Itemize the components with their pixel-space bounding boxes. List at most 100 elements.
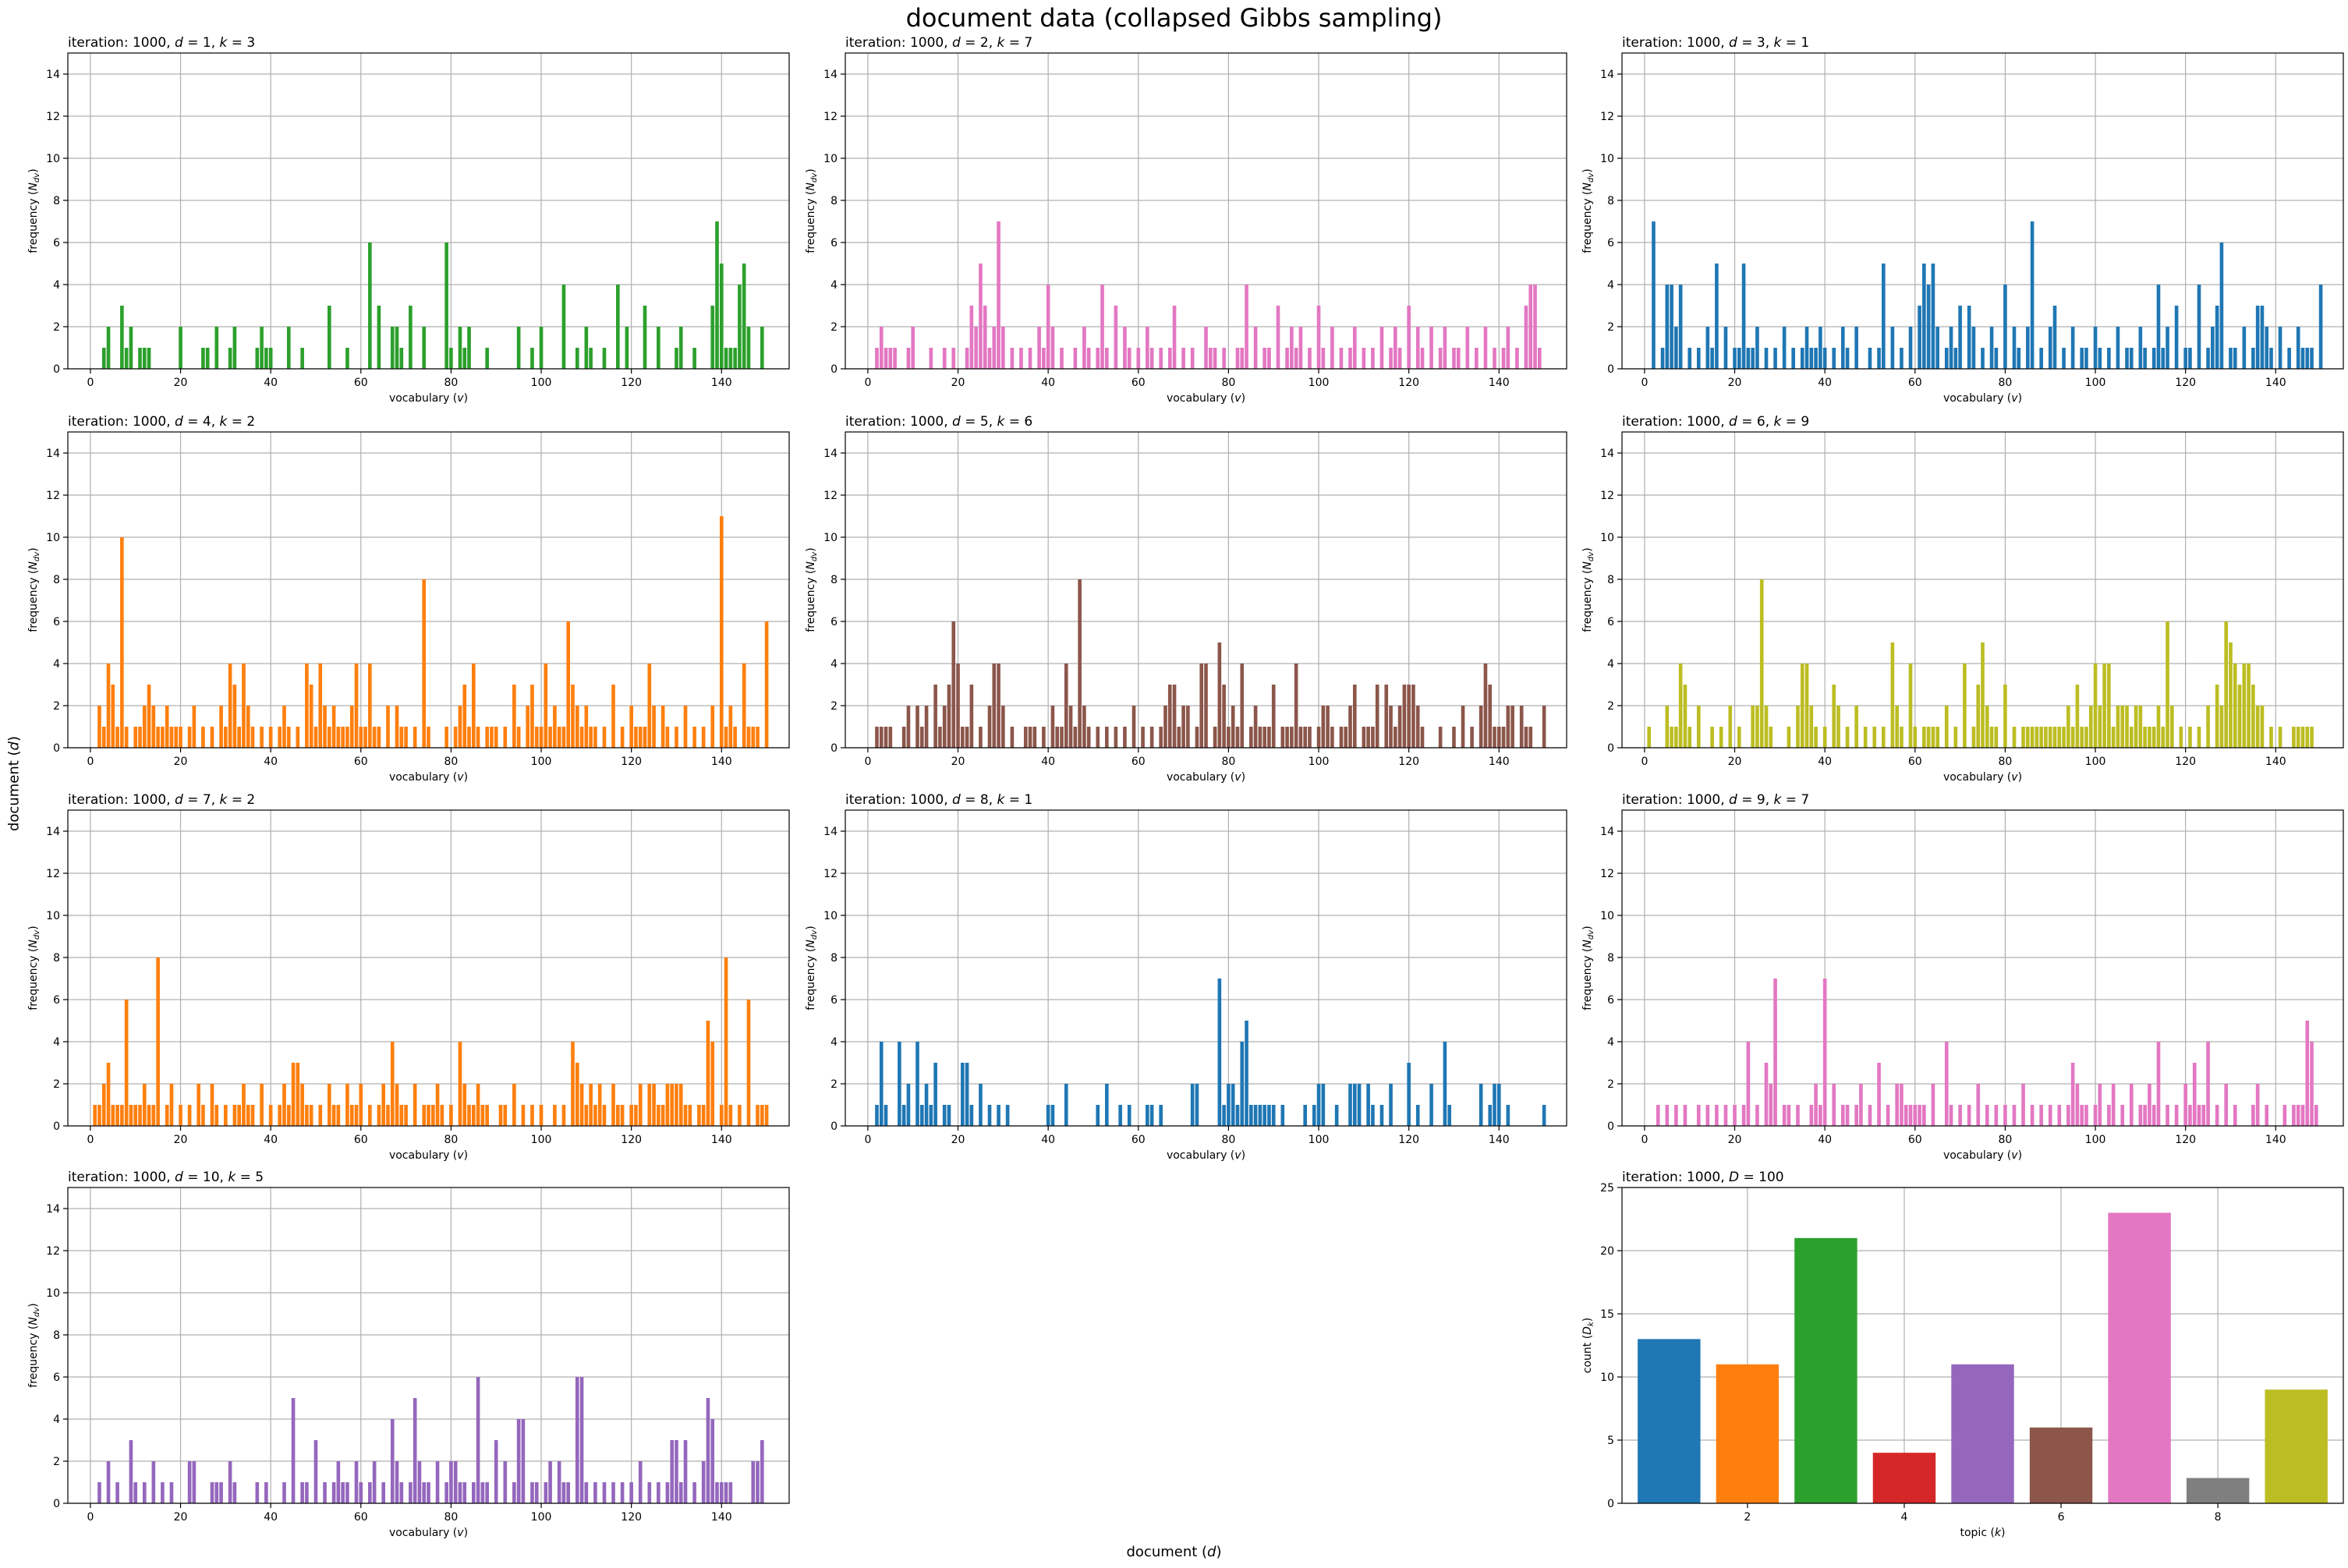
bar	[2310, 348, 2314, 369]
bar	[1208, 348, 1213, 369]
bar	[1877, 1063, 1881, 1126]
y-tick-label: 10	[46, 910, 60, 922]
bar	[924, 706, 929, 748]
bar	[1944, 348, 1949, 369]
bar	[458, 327, 462, 369]
x-tick-label: 140	[2265, 756, 2286, 768]
bar	[1836, 706, 1840, 748]
bar	[561, 285, 566, 369]
bar	[1528, 727, 1533, 748]
bar	[192, 1461, 197, 1503]
bar	[620, 1105, 625, 1126]
bar	[983, 306, 987, 369]
bar	[1082, 327, 1086, 369]
bar	[1696, 706, 1701, 748]
bar	[1240, 664, 1245, 748]
bar	[2017, 348, 2021, 369]
bar	[2093, 1105, 2098, 1126]
y-tick-label: 0	[1607, 1120, 1614, 1133]
bar	[1814, 727, 1818, 748]
bar	[1330, 327, 1334, 369]
bar	[1245, 1021, 1248, 1126]
bar	[1800, 664, 1804, 748]
x-tick-label: 40	[1818, 377, 1832, 389]
bar	[2070, 727, 2075, 748]
bar	[997, 221, 1000, 369]
bar	[331, 706, 336, 748]
bar	[1845, 727, 1850, 748]
bar	[1900, 348, 1904, 369]
bar	[1944, 706, 1949, 748]
y-tick-label: 14	[1600, 826, 1614, 838]
y-tick-label: 6	[53, 994, 60, 1007]
bar	[2134, 706, 2138, 748]
bar	[1989, 327, 1994, 369]
y-tick-label: 6	[53, 237, 60, 250]
bar	[1900, 1084, 1904, 1126]
bar	[169, 1084, 174, 1126]
bar	[1127, 1105, 1132, 1126]
x-tick-label: 140	[1489, 377, 1510, 389]
bar	[1782, 327, 1787, 369]
x-tick-label: 120	[1398, 377, 1419, 389]
bar	[1670, 727, 1673, 748]
y-tick-label: 0	[53, 1120, 60, 1133]
bar	[1190, 348, 1195, 369]
bar	[1276, 306, 1280, 369]
bar	[929, 1105, 933, 1126]
bar	[1010, 348, 1015, 369]
bar	[942, 348, 947, 369]
axes-frame	[67, 431, 790, 749]
bar	[435, 1461, 440, 1503]
bar	[1362, 348, 1366, 369]
bar	[1819, 327, 1822, 369]
bar	[151, 1461, 156, 1503]
bar	[733, 348, 737, 369]
bar	[1840, 1105, 1845, 1126]
bar	[1366, 727, 1370, 748]
bar	[1674, 727, 1678, 748]
bar	[174, 727, 179, 748]
x-tick-label: 40	[1818, 1134, 1832, 1146]
bar	[1688, 348, 1692, 369]
bar	[1411, 685, 1415, 748]
bar	[336, 727, 341, 748]
bar	[548, 1461, 552, 1503]
x-tick-label: 20	[1728, 377, 1742, 389]
bar	[911, 327, 915, 369]
bar	[1231, 706, 1235, 748]
bar	[161, 1482, 165, 1503]
bar	[746, 327, 751, 369]
bar	[1352, 327, 1357, 369]
bar	[232, 1105, 237, 1126]
bar	[719, 264, 724, 369]
y-axis-label: frequency (Ndv)	[1581, 926, 1595, 1010]
x-tick-label: 0	[87, 1134, 94, 1146]
bar	[313, 727, 318, 748]
y-tick-label: 8	[53, 1329, 60, 1342]
bar	[2030, 1105, 2035, 1126]
bar	[1922, 1105, 1926, 1126]
bar	[1371, 1105, 1375, 1126]
bar	[561, 727, 566, 748]
y-tick-label: 2	[53, 1456, 60, 1468]
bar	[1235, 348, 1240, 369]
bar	[1506, 706, 1510, 748]
bar	[566, 621, 571, 748]
bar	[2296, 1105, 2300, 1126]
bar	[1019, 348, 1023, 369]
bar	[129, 327, 133, 369]
axes-frame	[67, 809, 790, 1127]
bar	[1741, 264, 1746, 369]
bar	[593, 727, 597, 748]
bar	[2062, 348, 2066, 369]
bar	[1159, 1105, 1163, 1126]
bar	[1060, 348, 1064, 369]
bar	[1944, 1042, 1949, 1126]
bar	[2075, 1084, 2080, 1126]
bar	[377, 727, 381, 748]
bar	[992, 327, 997, 369]
bar	[1877, 348, 1881, 369]
bar	[2282, 1105, 2287, 1126]
bar	[237, 1105, 241, 1126]
